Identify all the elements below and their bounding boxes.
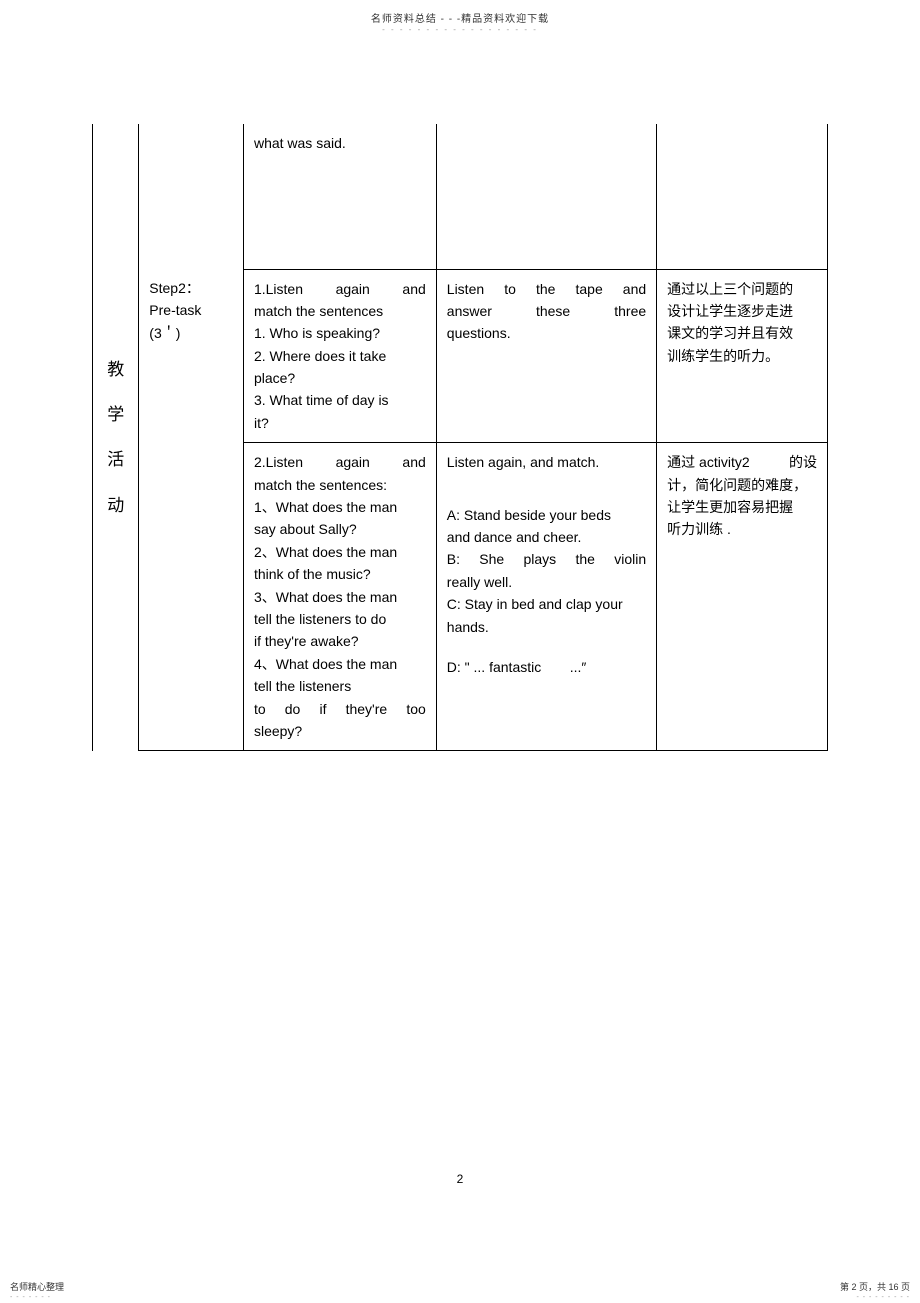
row3-col3-line12: to do if they're too	[254, 698, 426, 720]
row2-col5-line3: 课文的学习并且有效	[667, 322, 817, 344]
row3-col5-line3: 让学生更加容易把握	[667, 496, 817, 518]
purpose-cell-1	[657, 124, 828, 269]
row3-col3-line1: 2.Listen again and	[254, 451, 426, 473]
row2-col5-line1: 通过以上三个问题的	[667, 278, 817, 300]
step2-time: (3＇)	[149, 322, 233, 344]
row3-col3-line5: 2、What does the man	[254, 541, 426, 563]
step-cell-1	[139, 124, 244, 269]
col1-char4: 动	[107, 492, 128, 519]
row3-col3-line10: 4、What does the man	[254, 653, 426, 675]
row3-col4-line3: and dance and cheer.	[447, 526, 646, 548]
row2-col3-line5: place?	[254, 367, 426, 389]
row3-col3-line6: think of the music?	[254, 563, 426, 585]
step2-name: Pre-task	[149, 299, 233, 321]
col1-char2: 学	[107, 401, 128, 428]
row2-col3-line2: match the sentences	[254, 300, 426, 322]
row2-col4-line2: answer these three	[447, 300, 646, 322]
col1-char3: 活	[107, 446, 128, 473]
student-activity-cell-2: Listen to the tape and answer these thre…	[436, 269, 656, 443]
lesson-plan-table: 教 学 活 动 what was said. Step2： Pre-task (…	[92, 124, 828, 751]
teacher-activity-cell-1: what was said.	[243, 124, 436, 269]
student-activity-cell-3: Listen again, and match. A: Stand beside…	[436, 443, 656, 751]
footer-left: 名师精心整理	[10, 1280, 64, 1293]
row2-col3-line7: it?	[254, 412, 426, 434]
row3-col5-line1: 通过 activity2 的设	[667, 451, 817, 473]
footer-left-sub: - - - - - - -	[10, 1294, 51, 1301]
purpose-cell-3: 通过 activity2 的设 计，简化问题的难度， 让学生更加容易把握 听力训…	[657, 443, 828, 751]
row3-col4-line5: really well.	[447, 571, 646, 593]
col1-char1: 教	[107, 356, 128, 383]
purpose-cell-2: 通过以上三个问题的 设计让学生逐步走进 课文的学习并且有效 训练学生的听力。	[657, 269, 828, 443]
row2-col3-line3: 1. Who is speaking?	[254, 322, 426, 344]
row3-col4-line7: hands.	[447, 616, 646, 638]
row3-col3-line4: say about Sally?	[254, 518, 426, 540]
row2-col5-line2: 设计让学生逐步走进	[667, 300, 817, 322]
teacher-activity-cell-2: 1.Listen again and match the sentences 1…	[243, 269, 436, 443]
row2-col3-line1: 1.Listen again and	[254, 278, 426, 300]
row3-col3-line3: 1、What does the man	[254, 496, 426, 518]
page-header: 名师资料总结 - - -精品资料欢迎下载	[0, 0, 920, 25]
row3-col5-line4: 听力训练 .	[667, 518, 817, 540]
footer-right-sub: - - - - - - - - -	[856, 1294, 910, 1301]
row3-col3-line8: tell the listeners to do	[254, 608, 426, 630]
row3-col4-line4: B: She plays the violin	[447, 548, 646, 570]
student-activity-cell-1	[436, 124, 656, 269]
row2-col5-line4: 训练学生的听力。	[667, 345, 817, 367]
row3-col3-line9: if they're awake?	[254, 630, 426, 652]
teacher-activity-cell-3: 2.Listen again and match the sentences: …	[243, 443, 436, 751]
page-number: 2	[0, 1172, 920, 1186]
activity-label-cell: 教 学 活 动	[93, 124, 139, 751]
row2-col4-line3: questions.	[447, 322, 646, 344]
row3-col3-line13: sleepy?	[254, 720, 426, 742]
step-cell-2: Step2： Pre-task (3＇)	[139, 269, 244, 443]
row3-col5-line2: 计，简化问题的难度，	[667, 474, 817, 496]
row3-col3-line11: tell the listeners	[254, 675, 426, 697]
row2-col3-line6: 3. What time of day is	[254, 389, 426, 411]
row3-col4-line6: C: Stay in bed and clap your	[447, 593, 646, 615]
row3-col4-line2: A: Stand beside your beds	[447, 504, 646, 526]
row3-col3-line2: match the sentences:	[254, 474, 426, 496]
row3-col3-line7: 3、What does the man	[254, 586, 426, 608]
row2-col3-line4: 2. Where does it take	[254, 345, 426, 367]
footer-right: 第 2 页，共 16 页	[840, 1280, 910, 1293]
row2-col4-line1: Listen to the tape and	[447, 278, 646, 300]
row3-col4-line1: Listen again, and match.	[447, 451, 646, 473]
step-cell-3	[139, 443, 244, 751]
step2-label: Step2：	[149, 277, 233, 299]
row3-col4-line8: D: " ... fantastic ...″	[447, 656, 587, 678]
page-header-sub: - - - - - - - - - - - - - - - - - -	[0, 25, 920, 34]
row1-col3-text: what was said.	[254, 135, 346, 151]
